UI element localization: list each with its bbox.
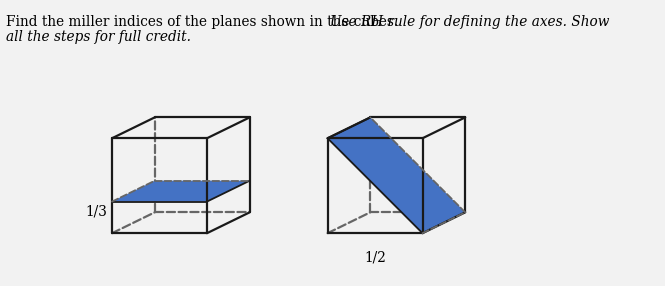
Text: 1/2: 1/2 [364,250,386,264]
Polygon shape [112,181,249,202]
Polygon shape [328,117,465,233]
Text: all the steps for full credit.: all the steps for full credit. [6,30,191,44]
Text: Find the miller indices of the planes shown in the cubes.: Find the miller indices of the planes sh… [6,15,402,29]
Text: 1/3: 1/3 [85,204,107,219]
Text: Use RH rule for defining the axes. Show: Use RH rule for defining the axes. Show [331,15,610,29]
